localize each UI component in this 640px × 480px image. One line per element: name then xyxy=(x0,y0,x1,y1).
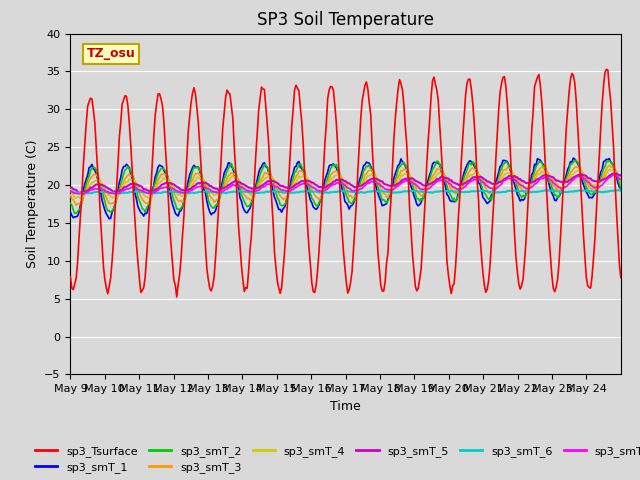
Title: SP3 Soil Temperature: SP3 Soil Temperature xyxy=(257,11,434,29)
X-axis label: Time: Time xyxy=(330,400,361,413)
Legend: sp3_Tsurface, sp3_smT_1, sp3_smT_2, sp3_smT_3, sp3_smT_4, sp3_smT_5, sp3_smT_6, : sp3_Tsurface, sp3_smT_1, sp3_smT_2, sp3_… xyxy=(31,441,640,478)
Text: TZ_osu: TZ_osu xyxy=(87,48,136,60)
Y-axis label: Soil Temperature (C): Soil Temperature (C) xyxy=(26,140,39,268)
